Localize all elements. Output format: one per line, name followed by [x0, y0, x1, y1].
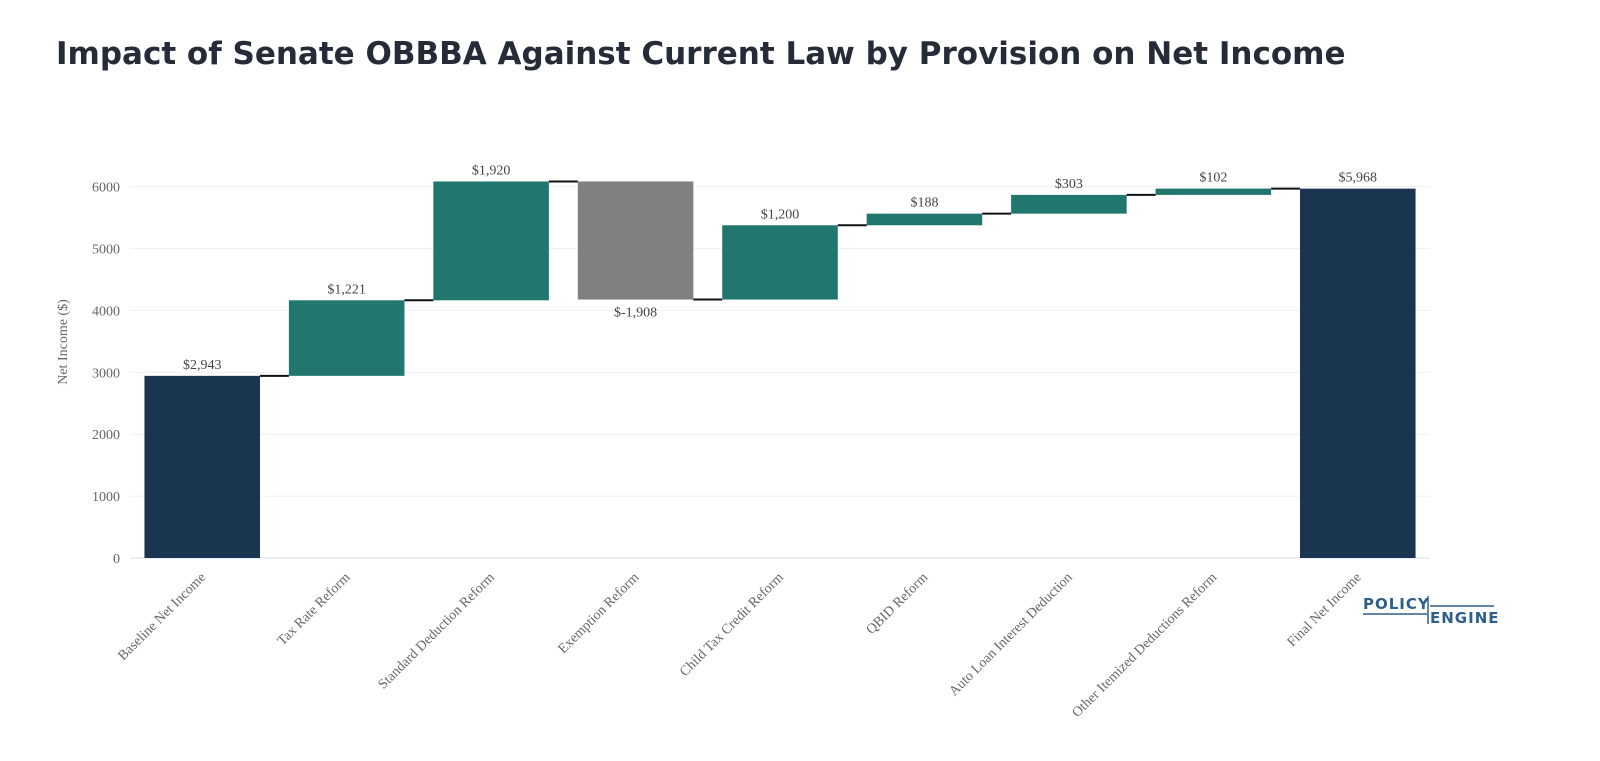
- bar: [577, 181, 694, 300]
- y-tick-label: 2000: [92, 428, 120, 443]
- bar: [288, 300, 405, 376]
- bar: [722, 225, 838, 300]
- value-label: $1,920: [472, 163, 511, 178]
- x-tick-label: Tax Rate Reform: [275, 570, 354, 649]
- value-label: $1,200: [761, 207, 800, 222]
- y-tick-label: 3000: [92, 366, 120, 381]
- x-tick-label: Other Itemized Deductions Reform: [1070, 570, 1221, 721]
- logo-text: POLICY: [1363, 595, 1430, 613]
- x-tick-label: Auto Loan Interest Deduction: [947, 570, 1076, 699]
- value-label: $188: [910, 196, 938, 211]
- bar: [433, 181, 549, 301]
- chart-title: Impact of Senate OBBBA Against Current L…: [56, 36, 1345, 72]
- y-tick-label: 0: [113, 552, 120, 567]
- bar: [866, 213, 983, 226]
- bar: [1155, 188, 1272, 195]
- x-tick-label: QBID Reform: [864, 570, 932, 638]
- x-tick-label: Baseline Net Income: [115, 570, 209, 664]
- value-label: $102: [1199, 171, 1227, 186]
- value-label: $-1,908: [614, 306, 657, 321]
- y-tick-label: 6000: [92, 181, 120, 196]
- x-tick-label: Child Tax Credit Reform: [677, 570, 787, 680]
- value-label: $5,968: [1339, 171, 1378, 186]
- bar: [1300, 188, 1416, 558]
- y-axis-label: Net Income ($): [56, 299, 71, 385]
- value-label: $1,221: [327, 282, 366, 297]
- logo-text: ENGINE: [1430, 609, 1500, 627]
- y-tick-label: 4000: [92, 304, 120, 319]
- value-label: $2,943: [183, 358, 222, 373]
- value-label: $303: [1055, 177, 1083, 192]
- bar: [1011, 194, 1127, 214]
- bar: [144, 375, 260, 558]
- y-tick-label: 5000: [92, 243, 120, 258]
- x-tick-label: Final Net Income: [1285, 570, 1365, 650]
- logo: POLICY ENGINE: [1363, 595, 1500, 627]
- x-tick-label: Standard Deduction Reform: [376, 570, 498, 692]
- x-tick-label: Exemption Reform: [556, 570, 643, 657]
- y-tick-label: 1000: [92, 490, 120, 505]
